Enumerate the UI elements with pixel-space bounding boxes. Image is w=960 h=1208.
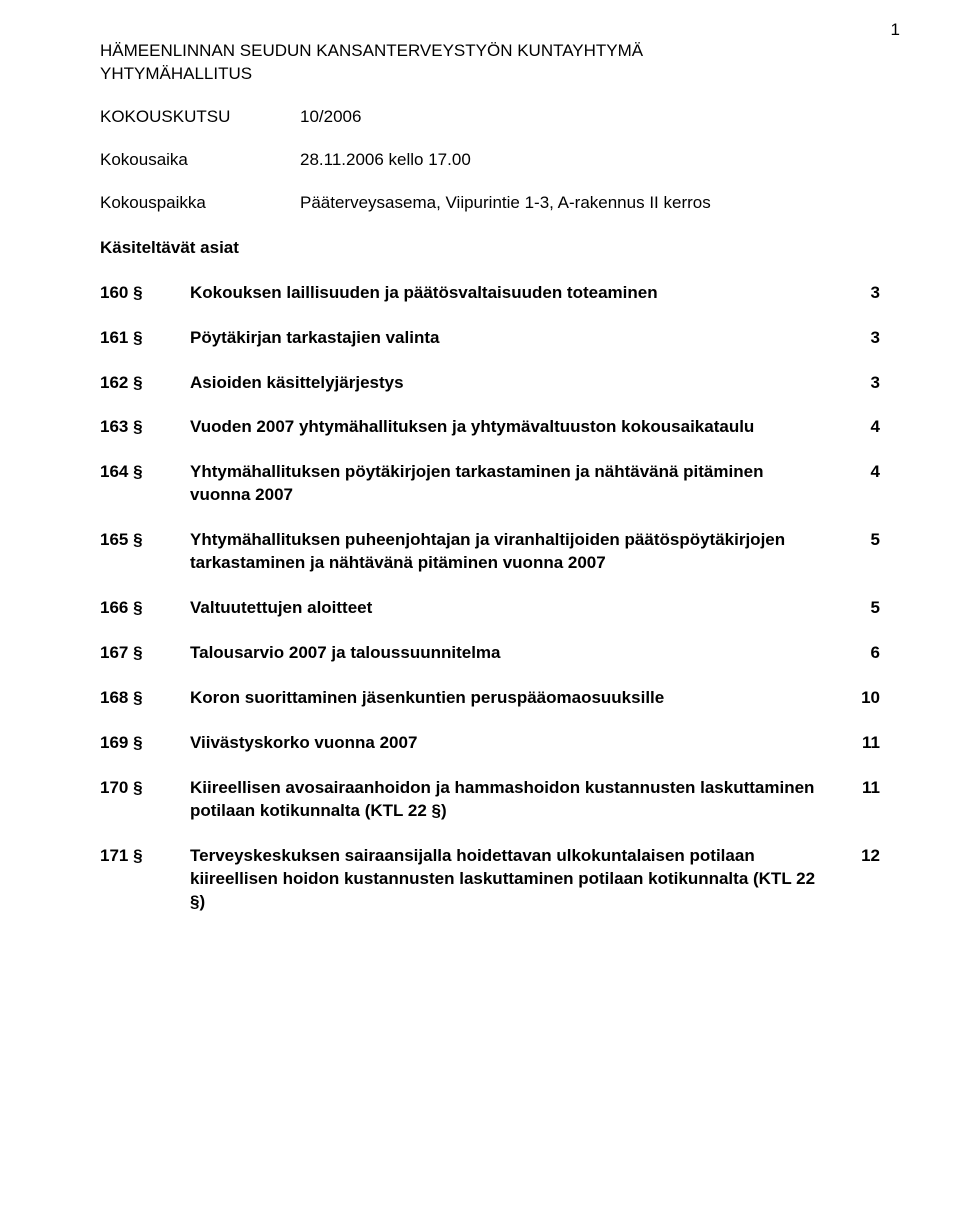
toc-title: Talousarvio 2007 ja taloussuunnitelma	[190, 642, 840, 665]
toc-title: Kokouksen laillisuuden ja päätösvaltaisu…	[190, 282, 840, 305]
toc-num: 170 §	[100, 777, 190, 800]
toc-page: 11	[840, 777, 880, 800]
toc-num: 165 §	[100, 529, 190, 552]
toc-row: 170 § Kiireellisen avosairaanhoidon ja h…	[100, 777, 880, 823]
toc-title: Koron suorittaminen jäsenkuntien peruspä…	[190, 687, 840, 710]
toc-title: Kiireellisen avosairaanhoidon ja hammash…	[190, 777, 840, 823]
kokouspaikka-value: Pääterveysasema, Viipurintie 1-3, A-rake…	[300, 192, 880, 215]
org-line-1: HÄMEENLINNAN SEUDUN KANSANTERVEYSTYÖN KU…	[100, 40, 880, 63]
toc-page: 4	[840, 461, 880, 484]
asiat-label: Käsiteltävät asiat	[100, 237, 300, 260]
kokousaika-value: 28.11.2006 kello 17.00	[300, 149, 880, 172]
toc-row: 164 § Yhtymähallituksen pöytäkirjojen ta…	[100, 461, 880, 507]
toc-title: Terveyskeskuksen sairaansijalla hoidetta…	[190, 845, 840, 914]
toc-row: 171 § Terveyskeskuksen sairaansijalla ho…	[100, 845, 880, 914]
page-number: 1	[891, 20, 900, 40]
toc-row: 163 § Vuoden 2007 yhtymähallituksen ja y…	[100, 416, 880, 439]
toc-row: 166 § Valtuutettujen aloitteet 5	[100, 597, 880, 620]
toc-page: 3	[840, 372, 880, 395]
toc-row: 169 § Viivästyskorko vuonna 2007 11	[100, 732, 880, 755]
toc-num: 160 §	[100, 282, 190, 305]
toc-title: Yhtymähallituksen puheenjohtajan ja vira…	[190, 529, 840, 575]
toc-title: Viivästyskorko vuonna 2007	[190, 732, 840, 755]
toc-num: 162 §	[100, 372, 190, 395]
kokouskutsu-label: KOKOUSKUTSU	[100, 106, 300, 129]
toc-num: 164 §	[100, 461, 190, 484]
toc-page: 5	[840, 597, 880, 620]
kokousaika-label: Kokousaika	[100, 149, 300, 172]
toc-row: 160 § Kokouksen laillisuuden ja päätösva…	[100, 282, 880, 305]
toc-page: 4	[840, 416, 880, 439]
kokouskutsu-value: 10/2006	[300, 106, 880, 129]
toc-row: 162 § Asioiden käsittelyjärjestys 3	[100, 372, 880, 395]
org-line-2: YHTYMÄHALLITUS	[100, 63, 880, 86]
toc-num: 167 §	[100, 642, 190, 665]
toc-row: 161 § Pöytäkirjan tarkastajien valinta 3	[100, 327, 880, 350]
toc-row: 168 § Koron suorittaminen jäsenkuntien p…	[100, 687, 880, 710]
toc-num: 171 §	[100, 845, 190, 868]
toc-title: Pöytäkirjan tarkastajien valinta	[190, 327, 840, 350]
toc-num: 166 §	[100, 597, 190, 620]
toc-title: Valtuutettujen aloitteet	[190, 597, 840, 620]
toc-num: 163 §	[100, 416, 190, 439]
toc-row: 167 § Talousarvio 2007 ja taloussuunnite…	[100, 642, 880, 665]
toc-page: 3	[840, 327, 880, 350]
toc-row: 165 § Yhtymähallituksen puheenjohtajan j…	[100, 529, 880, 575]
toc-page: 5	[840, 529, 880, 552]
toc-num: 168 §	[100, 687, 190, 710]
toc-list: 160 § Kokouksen laillisuuden ja päätösva…	[100, 282, 880, 914]
toc-page: 12	[840, 845, 880, 868]
toc-page: 3	[840, 282, 880, 305]
toc-title: Vuoden 2007 yhtymähallituksen ja yhtymäv…	[190, 416, 840, 439]
toc-page: 10	[840, 687, 880, 710]
toc-num: 161 §	[100, 327, 190, 350]
toc-num: 169 §	[100, 732, 190, 755]
toc-page: 11	[840, 732, 880, 755]
kokouspaikka-label: Kokouspaikka	[100, 192, 300, 215]
toc-page: 6	[840, 642, 880, 665]
toc-title: Asioiden käsittelyjärjestys	[190, 372, 840, 395]
toc-title: Yhtymähallituksen pöytäkirjojen tarkasta…	[190, 461, 840, 507]
